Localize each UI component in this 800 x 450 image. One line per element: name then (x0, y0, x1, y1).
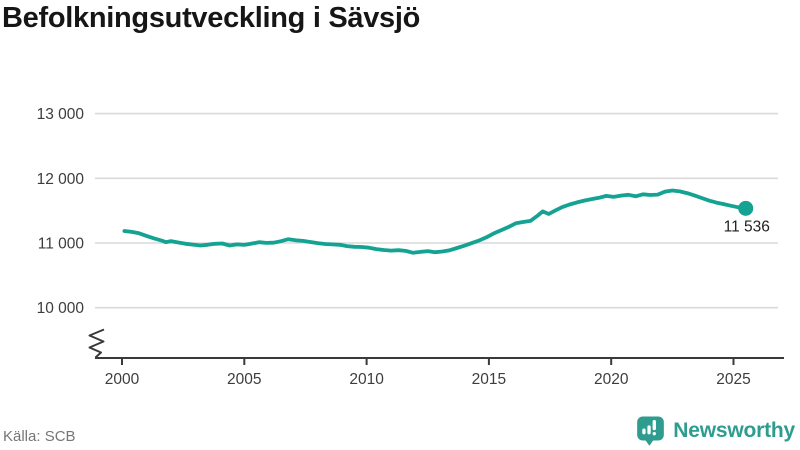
y-tick-label: 11 000 (38, 236, 85, 253)
x-tick-label: 2020 (594, 371, 629, 388)
exclamation-bar (652, 420, 657, 431)
exclamation-dot (652, 432, 657, 436)
y-tick-label: 13 000 (37, 106, 85, 123)
gridlines-layer (95, 112, 778, 309)
axis-break-squiggle-icon (88, 328, 105, 359)
y-tick-label: 12 000 (37, 171, 85, 188)
last-value-annotation: 11 536 (724, 200, 770, 235)
x-tick-label: 2025 (716, 371, 750, 388)
brand-wordmark: Newsworthy (673, 419, 795, 442)
x-tick-label: 2005 (227, 371, 261, 388)
bar-medium (647, 425, 652, 435)
y-axis-tick-labels: 10 000 11 000 12 000 13 000 (37, 106, 85, 317)
y-tick-label: 10 000 (37, 300, 85, 317)
bar-short (642, 428, 646, 435)
end-value-label: 11 536 (724, 218, 770, 235)
data-series-layer (122, 188, 748, 255)
x-tick-label: 2000 (105, 371, 140, 388)
x-tick-label: 2010 (349, 371, 384, 388)
newsworthy-speech-bubble-bars-icon (637, 416, 665, 446)
x-tick-label: 2015 (472, 371, 506, 388)
population-line (122, 188, 748, 255)
end-point-marker (738, 200, 754, 216)
newsworthy-logo: Newsworthy (636, 416, 795, 446)
x-axis-ticks-and-labels: 2000 2005 2010 2015 2020 2025 (105, 358, 751, 388)
chart-title: Befolkningsutveckling i Sävsjö (2, 2, 421, 34)
source-caption: Källa: SCB (3, 428, 76, 445)
